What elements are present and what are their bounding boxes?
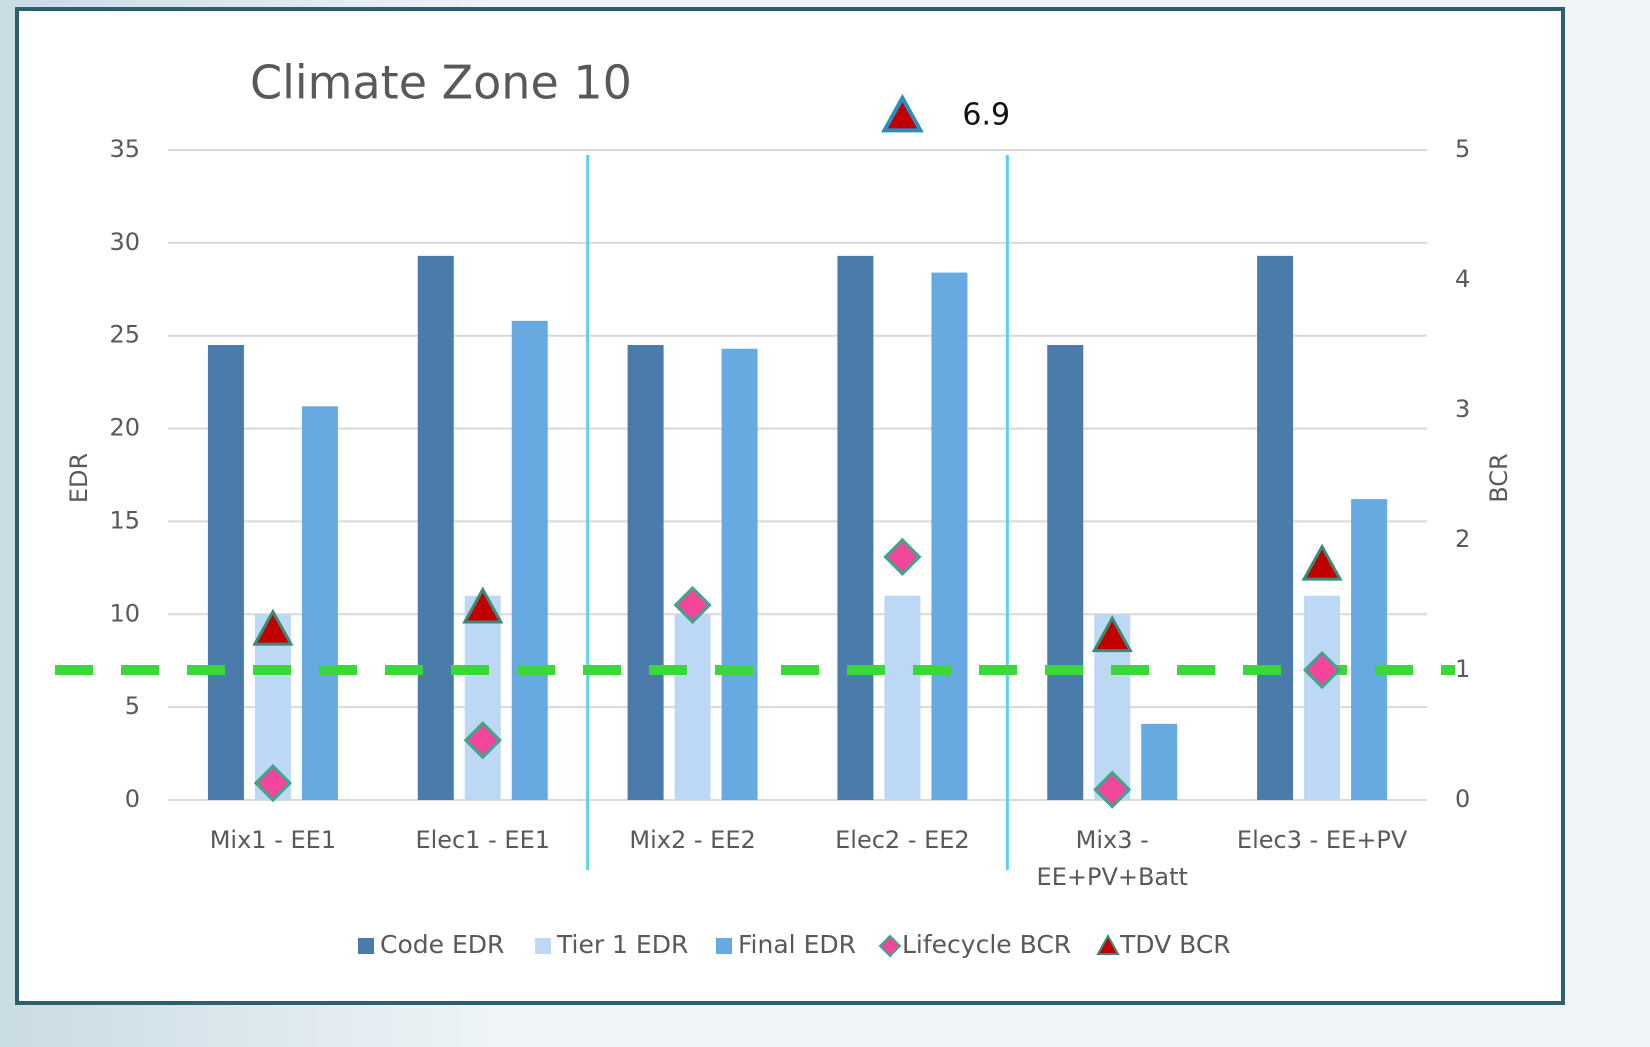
y2-tick-label: 4 (1455, 265, 1470, 293)
lifecycle-bcr-marker (883, 537, 922, 577)
tdv-bcr-marker (1301, 543, 1343, 581)
tdv-bcr-marker (252, 608, 294, 646)
bar (1257, 255, 1294, 800)
x-tick-label: Elec2 - EE2 (835, 826, 970, 854)
y-tick-label: 30 (109, 228, 140, 256)
bar (674, 614, 711, 800)
y2-tick-label: 1 (1455, 655, 1470, 683)
bar (207, 345, 244, 800)
legend-label: Lifecycle BCR (902, 930, 1071, 959)
legend-label: TDV BCR (1119, 930, 1231, 959)
y-axis-label: EDR (65, 453, 93, 503)
bar (627, 345, 664, 800)
bar (301, 406, 338, 800)
y-tick-label: 10 (109, 599, 140, 627)
bar (417, 255, 454, 800)
lifecycle-bcr-marker (463, 721, 502, 760)
y-tick-label: 0 (125, 785, 140, 813)
x-tick-label-box: Elec2 - EE2 (835, 826, 970, 854)
data-label: 6.9 (962, 98, 1010, 133)
bar (931, 272, 968, 801)
x-tick-label: Mix1 - EE1 (209, 826, 337, 854)
legend-label: Code EDR (380, 930, 504, 959)
tdv-bcr-marker (462, 586, 504, 624)
bar (837, 255, 874, 800)
legend-label: Tier 1 EDR (556, 930, 688, 959)
legend-swatch (878, 934, 902, 958)
y-tick-label: 25 (109, 321, 140, 349)
x-tick-label-box: Mix3 - EE+PV+Batt (1036, 826, 1188, 891)
y-tick-label: 20 (109, 414, 140, 442)
y2-tick-label: 5 (1455, 135, 1470, 163)
y-tick-label: 15 (109, 506, 140, 534)
y-tick-label: 35 (109, 135, 140, 163)
y-tick-label: 5 (125, 692, 140, 720)
lifecycle-bcr-marker (253, 763, 293, 803)
bar (1304, 595, 1341, 800)
lifecycle-bcr-marker (673, 585, 712, 625)
lifecycle-bcr-marker (1302, 650, 1342, 690)
chart-frame (15, 7, 1565, 1005)
bar (1351, 499, 1388, 800)
x-tick-label: Elec1 - EE1 (415, 826, 551, 854)
legend-swatch (535, 938, 551, 954)
y2-tick-label: 0 (1455, 785, 1470, 813)
bar (1047, 345, 1084, 800)
legend-swatch (1096, 933, 1120, 955)
chart-title: Climate Zone 10 (250, 56, 632, 110)
legend-swatch (716, 938, 732, 954)
legend-swatch (358, 938, 374, 954)
x-tick-label-box: Mix1 - EE1 (209, 826, 337, 854)
y2-tick-label: 2 (1455, 525, 1470, 553)
x-tick-label-box: Elec1 - EE1 (415, 826, 551, 854)
tdv-bcr-marker (881, 93, 924, 133)
bar (511, 320, 548, 800)
bar (884, 595, 921, 800)
legend-label: Final EDR (738, 930, 856, 959)
bar (721, 348, 758, 800)
x-tick-label: Elec3 - EE+PV (1236, 826, 1408, 854)
x-tick-label-box: Elec3 - EE+PV (1236, 826, 1408, 854)
bar (464, 595, 501, 800)
bar (1141, 723, 1178, 800)
x-tick-label-box: Mix2 - EE2 (629, 826, 756, 854)
y2-axis-label: BCR (1485, 453, 1513, 502)
lifecycle-bcr-marker (1093, 770, 1132, 809)
x-tick-label: Mix3 - EE+PV+Batt (1036, 826, 1188, 891)
x-tick-label: Mix2 - EE2 (629, 826, 756, 854)
y2-tick-label: 3 (1455, 395, 1470, 423)
tdv-bcr-marker (1091, 615, 1133, 653)
